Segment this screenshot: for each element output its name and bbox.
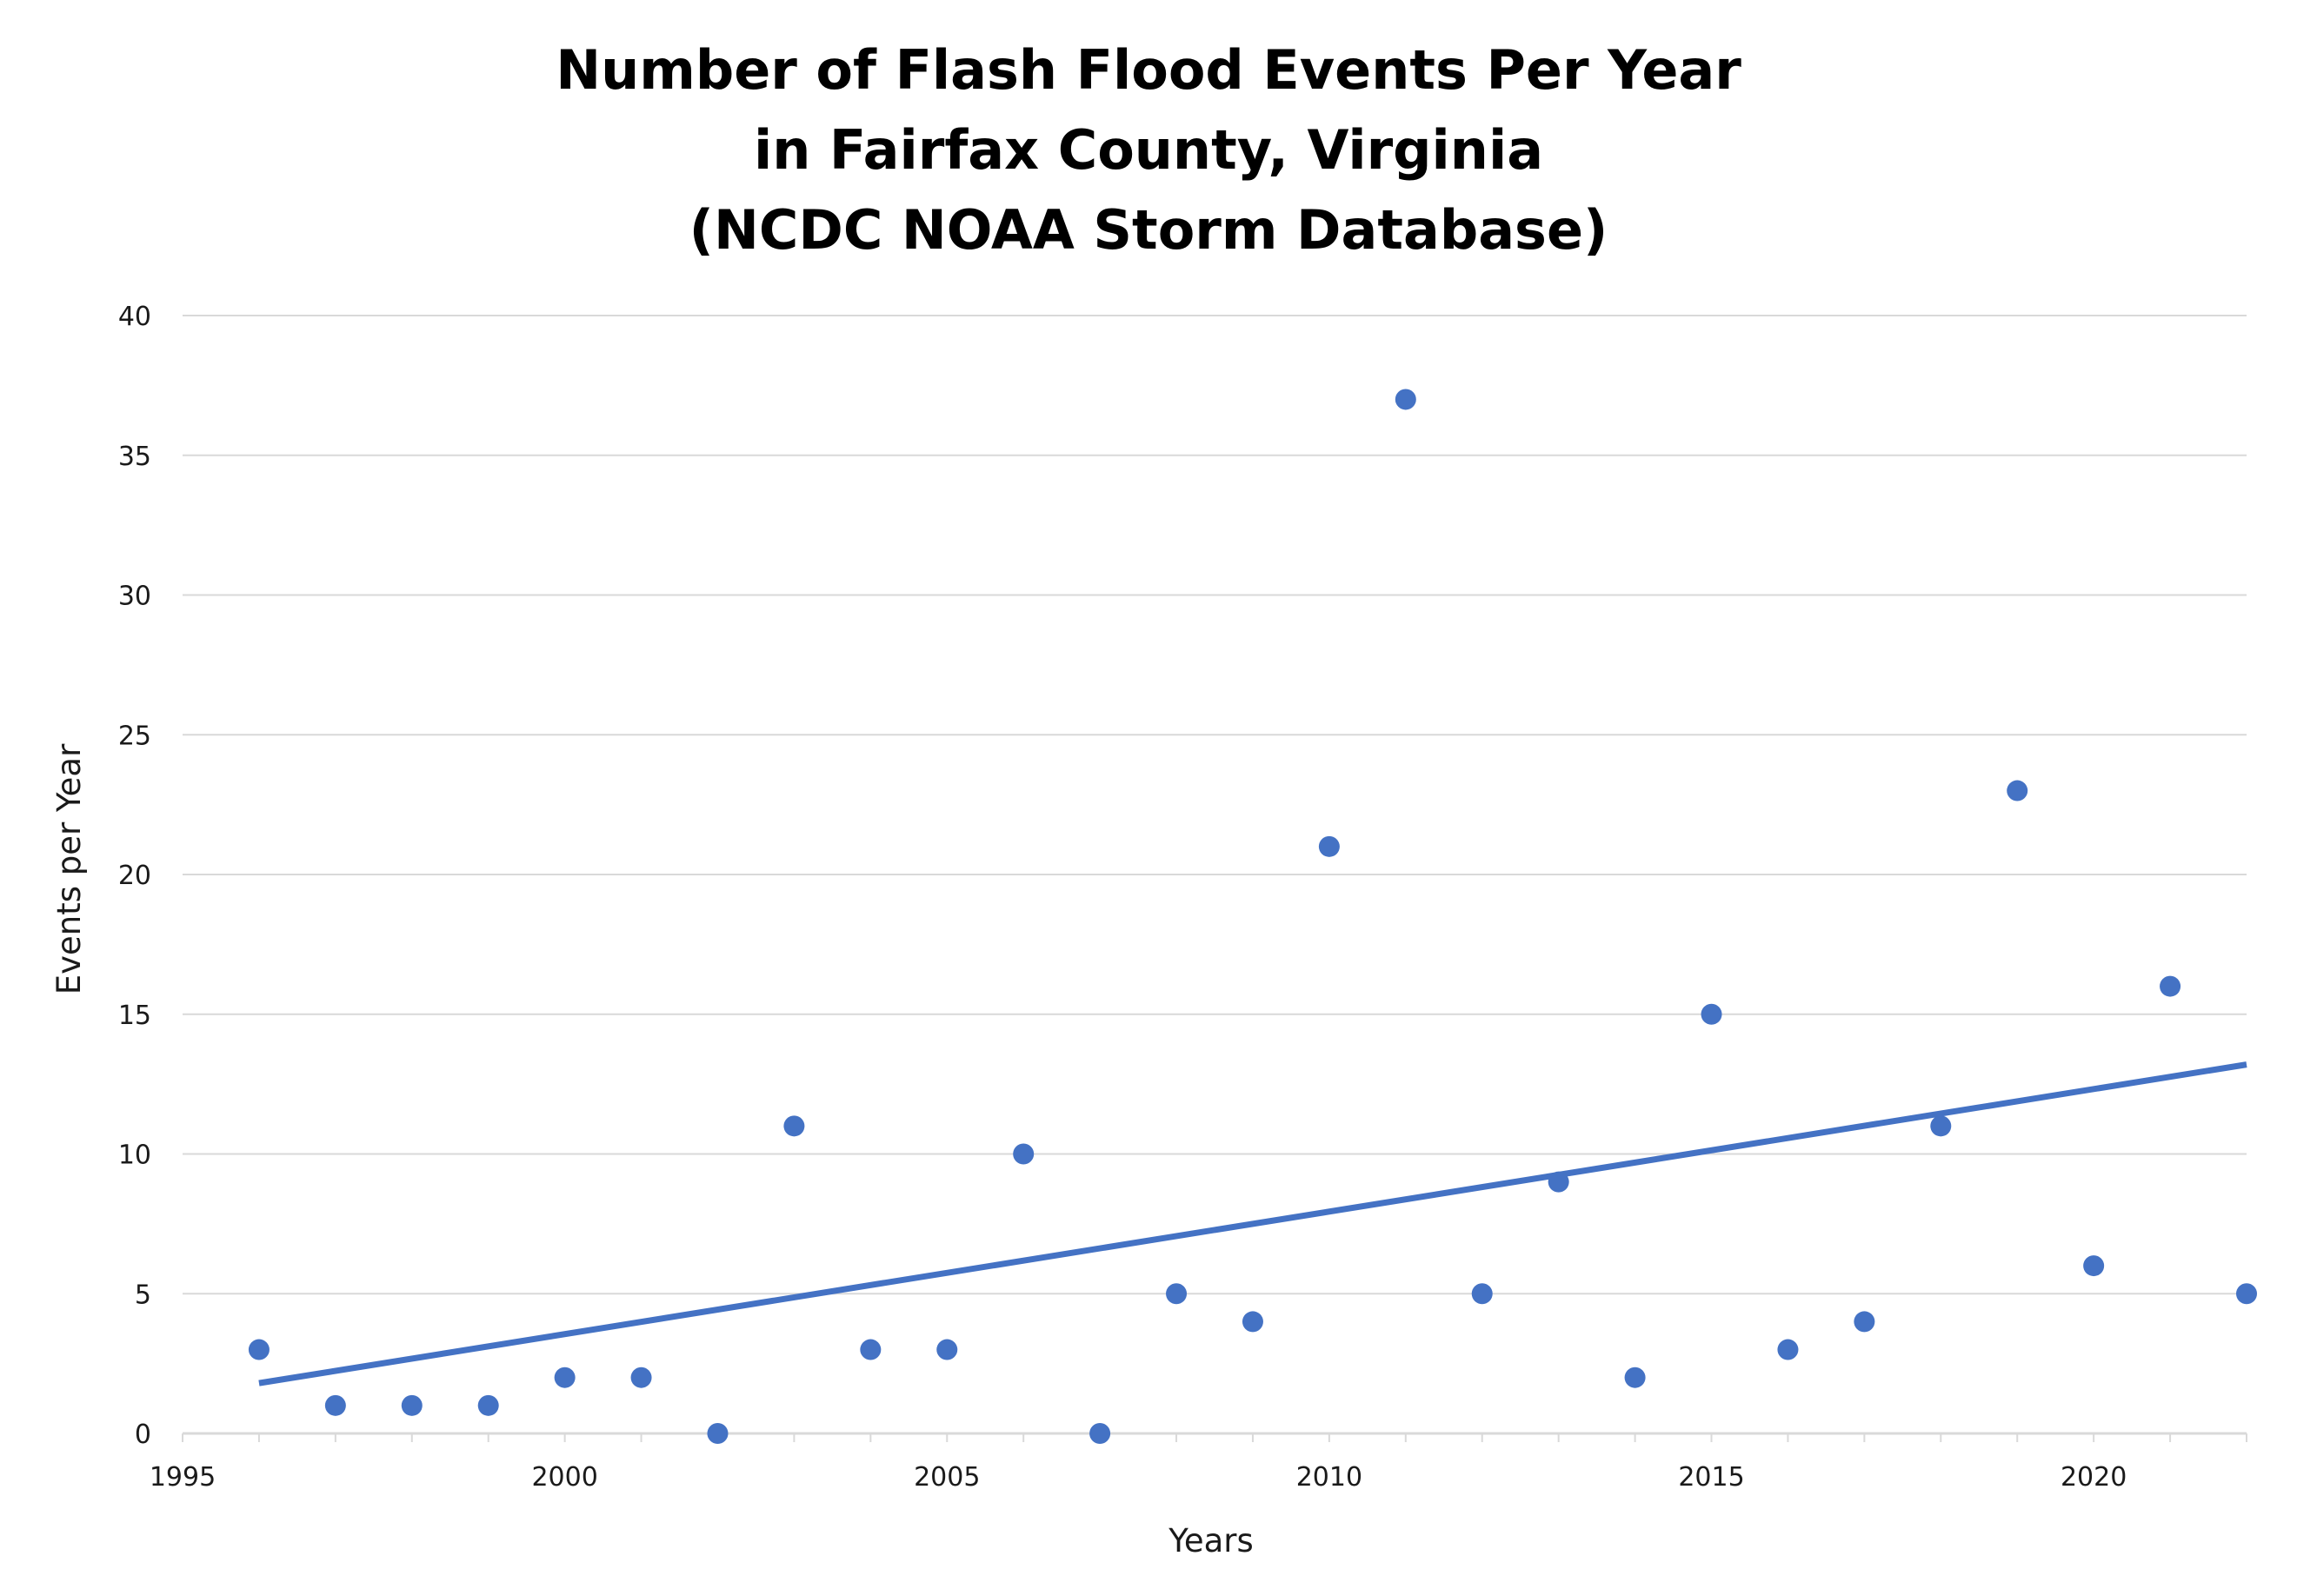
data-point-2011: [1395, 389, 1416, 410]
data-point-2022: [2236, 1283, 2257, 1305]
data-point-2016: [1777, 1339, 1799, 1360]
y-tick-label-35: 35: [118, 442, 151, 472]
data-point-2001: [630, 1367, 652, 1388]
data-point-2012: [1471, 1283, 1493, 1305]
data-point-2000: [554, 1367, 576, 1388]
data-point-1996: [248, 1339, 270, 1360]
data-point-2009: [1242, 1311, 1263, 1333]
y-tick-label-25: 25: [118, 721, 151, 751]
trendline-group: [258, 1061, 2247, 1387]
data-point-2004: [860, 1339, 882, 1360]
chart-title: Number of Flash Flood Events Per Year in…: [556, 38, 1741, 262]
data-point-2021: [2160, 975, 2181, 997]
data-point-1998: [401, 1394, 423, 1416]
x-axis-tick-labels: 1995 2000 2005 2010 2015 2020: [150, 1462, 2127, 1493]
data-point-2002: [707, 1423, 729, 1444]
data-point-2005: [936, 1339, 958, 1360]
data-point-2010: [1318, 835, 1340, 857]
data-point-2018: [1930, 1115, 1952, 1137]
trendline: [258, 1061, 2247, 1387]
x-tick-label-2005: 2005: [914, 1462, 980, 1493]
y-tick-label-30: 30: [118, 582, 151, 612]
y-tick-label-40: 40: [118, 302, 151, 332]
data-point-2006: [1013, 1143, 1035, 1165]
y-tick-label-0: 0: [135, 1420, 151, 1450]
data-point-2014: [1624, 1367, 1646, 1388]
data-point-2015: [1701, 1003, 1722, 1025]
x-axis-title: Years: [1168, 1522, 1254, 1559]
data-point-2017: [1854, 1311, 1875, 1333]
chart-title-line-3: (NCDC NOAA Storm Database): [689, 198, 1608, 262]
data-point-2007: [1089, 1423, 1111, 1444]
data-point-2003: [783, 1115, 805, 1137]
x-tick-label-2010: 2010: [1296, 1462, 1362, 1493]
y-tick-label-20: 20: [118, 861, 151, 891]
data-point-1999: [477, 1394, 499, 1416]
x-tick-label-2020: 2020: [2061, 1462, 2127, 1493]
y-axis-title: Events per Year: [50, 743, 88, 994]
data-points: [248, 389, 2257, 1444]
data-point-2020: [2083, 1255, 2105, 1277]
x-tick-label-1995: 1995: [150, 1462, 216, 1493]
chart-title-line-1: Number of Flash Flood Events Per Year: [556, 38, 1741, 102]
data-point-2019: [2007, 780, 2028, 801]
chart-title-line-2: in Fairfax County, Virginia: [754, 118, 1543, 182]
x-tick-label-2000: 2000: [531, 1462, 597, 1493]
x-axis: [182, 1432, 2247, 1442]
y-tick-label-10: 10: [118, 1140, 151, 1171]
data-point-2013: [1548, 1171, 1569, 1193]
data-point-1997: [324, 1394, 346, 1416]
data-point-2008: [1166, 1283, 1188, 1305]
y-tick-label-15: 15: [118, 1001, 151, 1031]
x-tick-label-2015: 2015: [1678, 1462, 1744, 1493]
gridlines: [183, 315, 2247, 1295]
y-tick-label-5: 5: [135, 1280, 151, 1310]
y-axis-tick-labels: 0 5 10 15 20 25 30 35 40: [118, 302, 151, 1450]
